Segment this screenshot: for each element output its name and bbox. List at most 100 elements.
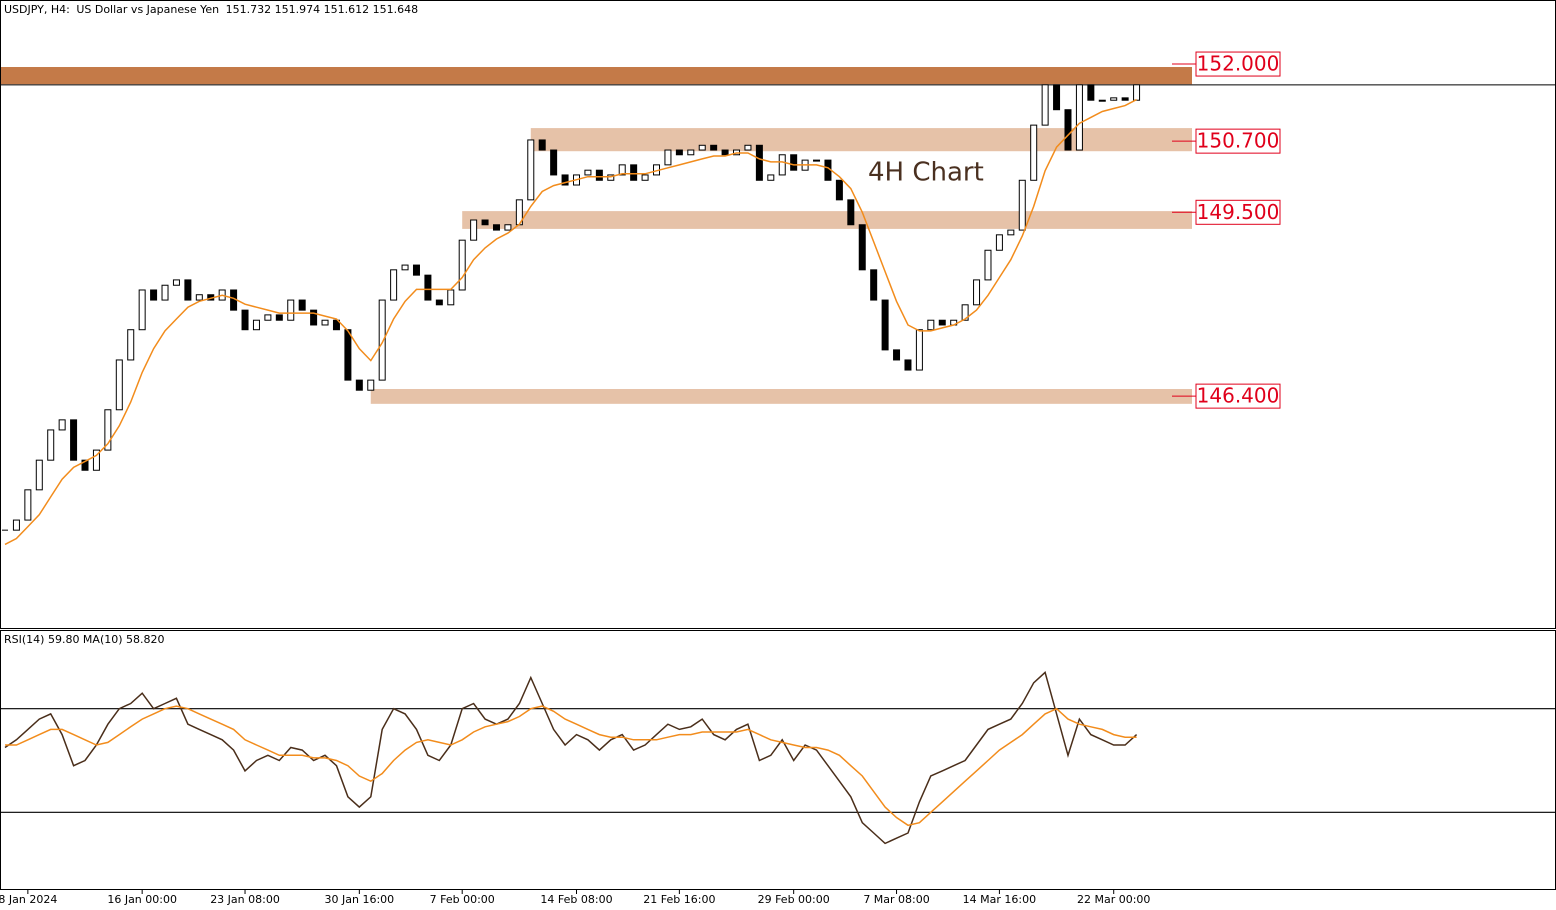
rsi-panel	[0, 630, 1556, 890]
level-box	[1195, 51, 1281, 77]
rsi-line	[4, 671, 1138, 845]
candle	[1133, 84, 1141, 101]
level-label: 146.400	[1197, 384, 1280, 408]
x-tick-label: 16 Jan 00:00	[107, 893, 177, 906]
symbol: USDJPY, H4:	[4, 3, 70, 16]
candle	[447, 289, 455, 306]
candle	[367, 379, 375, 391]
price-panel	[0, 0, 1556, 629]
candle	[904, 359, 912, 371]
candle	[12, 519, 20, 531]
description: US Dollar vs Japanese Yen	[76, 3, 219, 16]
candle	[767, 174, 775, 181]
candle	[184, 279, 192, 301]
candle	[1098, 99, 1106, 102]
candle	[24, 489, 32, 521]
candle	[161, 284, 169, 301]
candle	[664, 149, 672, 166]
candle	[287, 299, 295, 321]
candle	[1064, 109, 1072, 151]
candle	[332, 319, 340, 331]
level-label: 150.700	[1197, 129, 1280, 153]
candle	[298, 299, 306, 311]
candle	[504, 224, 512, 231]
candle	[847, 199, 855, 226]
candle	[561, 174, 569, 186]
candle	[435, 299, 443, 306]
candle	[550, 149, 558, 176]
candle	[858, 224, 866, 271]
candle	[47, 429, 55, 461]
candle	[172, 279, 180, 286]
candle	[264, 314, 272, 321]
candle	[275, 314, 283, 321]
candle	[641, 174, 649, 181]
candle	[127, 329, 135, 361]
candle	[1087, 84, 1095, 101]
candle	[778, 154, 786, 176]
candle	[687, 149, 695, 156]
candle	[378, 299, 386, 381]
candle	[1030, 124, 1038, 181]
candle	[915, 329, 923, 371]
candle	[115, 359, 123, 411]
candle	[1075, 84, 1083, 151]
candle	[252, 319, 260, 331]
annotation: 4H Chart	[868, 158, 984, 188]
candle	[1041, 84, 1049, 126]
x-tick-label: 7 Feb 00:00	[430, 893, 495, 906]
candle	[310, 309, 318, 326]
candle	[424, 274, 432, 301]
rsi-label: RSI(14) 59.80 MA(10) 58.820	[4, 633, 165, 646]
candle	[241, 309, 249, 331]
candle	[607, 174, 615, 181]
high: 151.974	[275, 3, 321, 16]
candle	[321, 319, 329, 326]
candle	[618, 164, 626, 176]
candle	[1053, 84, 1061, 111]
open: 151.732	[226, 3, 272, 16]
candle	[710, 144, 718, 151]
candle	[984, 249, 992, 281]
moving-average	[4, 98, 1137, 546]
rsi-ma	[5, 705, 1137, 827]
x-tick-label: 7 Mar 08:00	[863, 893, 929, 906]
candle	[584, 169, 592, 176]
low: 151.612	[324, 3, 370, 16]
level-zone	[530, 128, 1192, 152]
candle	[755, 144, 763, 181]
candle	[835, 179, 843, 201]
candle	[81, 459, 89, 471]
candle	[150, 289, 158, 301]
candle	[630, 164, 638, 181]
candle	[595, 169, 603, 181]
level-box	[1195, 383, 1281, 409]
candle	[481, 219, 489, 226]
candle	[344, 329, 352, 381]
x-tick-label: 14 Mar 16:00	[963, 893, 1036, 906]
candle	[698, 144, 706, 151]
candle	[35, 459, 43, 491]
level-label: 152.000	[1197, 52, 1280, 76]
x-tick-label: 23 Jan 08:00	[210, 893, 280, 906]
candle	[881, 299, 889, 351]
candle	[527, 139, 535, 201]
candle	[961, 304, 969, 321]
close: 151.648	[373, 3, 419, 16]
level-zone	[462, 211, 1192, 229]
candle	[355, 379, 363, 391]
x-tick-label: 22 Mar 00:00	[1077, 893, 1150, 906]
candle	[538, 139, 546, 151]
candle	[195, 294, 203, 301]
level-box	[1195, 128, 1281, 154]
header: USDJPY, H4: US Dollar vs Japanese Yen 15…	[4, 3, 418, 16]
candle	[1121, 97, 1129, 101]
candle	[721, 149, 729, 156]
candle	[938, 319, 946, 326]
candle	[58, 419, 66, 431]
level-box	[1195, 199, 1281, 225]
level-label: 149.500	[1197, 200, 1280, 224]
candle	[675, 149, 683, 156]
candle	[104, 409, 112, 451]
